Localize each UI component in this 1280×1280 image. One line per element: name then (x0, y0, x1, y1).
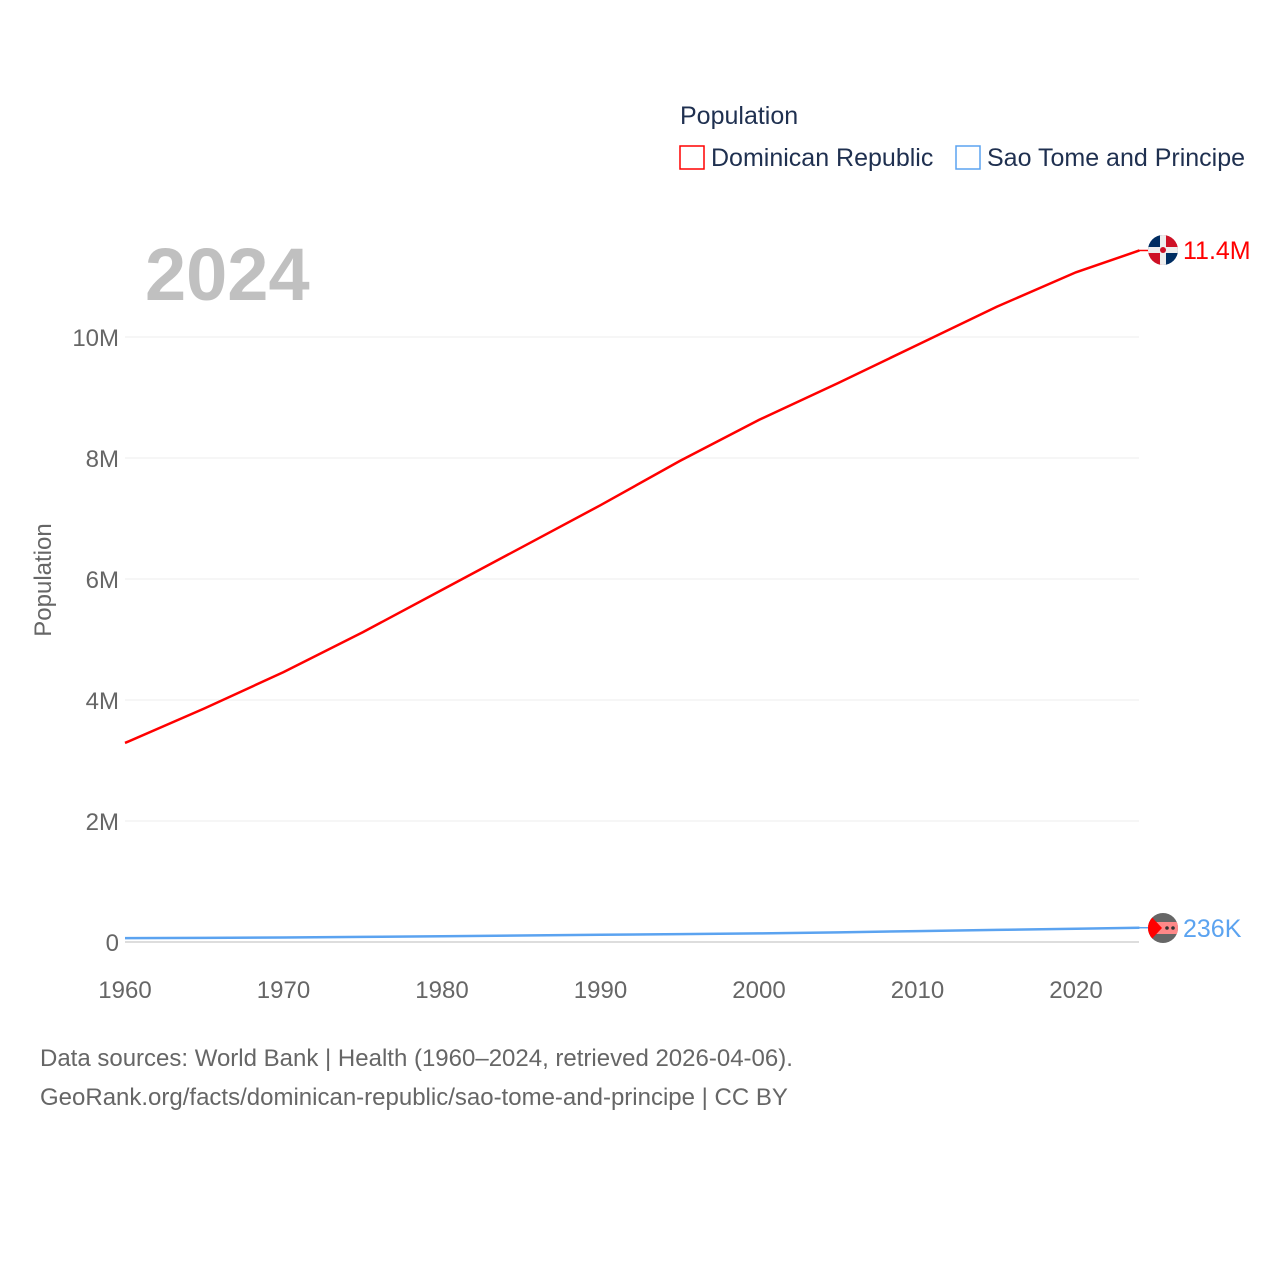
legend-swatch-sao-tome[interactable] (955, 145, 981, 170)
legend-swatch-dominican-republic[interactable] (679, 145, 705, 170)
source-line: Data sources: World Bank | Health (1960–… (40, 1045, 793, 1072)
y-tick-label: 6M (86, 567, 119, 594)
y-axis-label: Population (30, 523, 57, 636)
end-value-label: 236K (1183, 915, 1242, 943)
sao-tome-flag-icon (1148, 913, 1178, 943)
x-tick-label: 1990 (574, 977, 627, 1004)
series-line-1 (124, 926, 1140, 940)
legend-label-sao-tome[interactable]: Sao Tome and Principe (987, 144, 1245, 172)
x-tick-label: 2020 (1049, 977, 1102, 1004)
dominican-republic-flag-icon (1148, 235, 1178, 265)
x-tick-label: 2000 (732, 977, 785, 1004)
series-line-0 (124, 249, 1140, 745)
y-tick-label: 10M (72, 325, 119, 352)
y-tick-label: 0 (106, 930, 119, 957)
x-tick-label: 2010 (891, 977, 944, 1004)
y-tick-label: 8M (86, 446, 119, 473)
y-tick-label: 4M (86, 688, 119, 715)
x-tick-label: 1960 (98, 977, 151, 1004)
x-tick-label: 1970 (257, 977, 310, 1004)
y-tick-label: 2M (86, 809, 119, 836)
x-tick-label: 1980 (415, 977, 468, 1004)
legend: Population Dominican Republic Sao Tome a… (679, 102, 1245, 172)
legend-title: Population (680, 102, 798, 130)
year-title: 2024 (145, 233, 310, 316)
legend-label-dominican-republic[interactable]: Dominican Republic (711, 144, 933, 172)
end-value-label: 11.4M (1183, 237, 1251, 265)
source-url: GeoRank.org/facts/dominican-republic/sao… (40, 1084, 788, 1111)
